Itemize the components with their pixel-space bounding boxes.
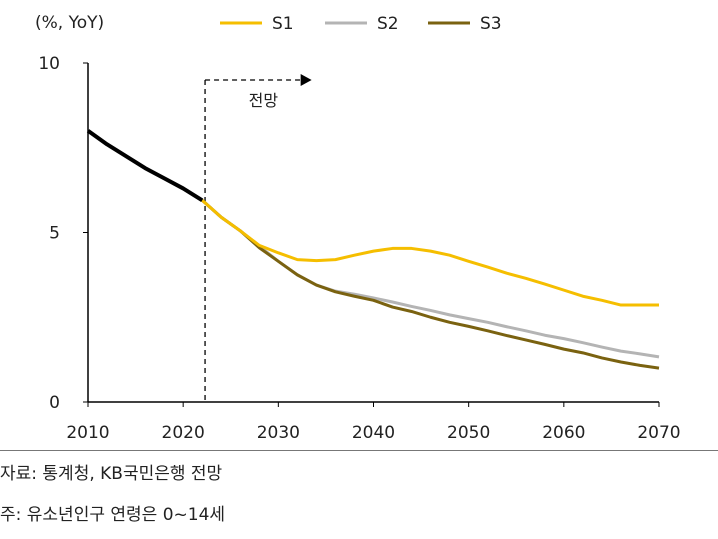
x-tick-label: 2070 <box>637 423 680 443</box>
series-line-s3 <box>201 199 660 370</box>
y-tick-label: 5 <box>49 224 60 244</box>
footnote: 주: 유소년인구 연령은 0~14세 <box>0 505 226 525</box>
x-tick-label: 2060 <box>542 423 585 443</box>
x-tick-label: 2030 <box>257 423 300 443</box>
x-tick-label: 2040 <box>352 423 395 443</box>
historical-line <box>86 129 204 202</box>
x-tick-label: 2010 <box>66 423 109 443</box>
forecast-arrow-head <box>300 74 312 86</box>
y-axis-label: (%, YoY) <box>35 13 104 33</box>
y-tick-label: 10 <box>38 54 60 74</box>
legend-label-s1: S1 <box>272 14 294 34</box>
forecast-label: 전망 <box>249 91 279 110</box>
x-tick-label: 2050 <box>447 423 490 443</box>
legend-label-s2: S2 <box>377 14 399 34</box>
separator-line <box>0 450 718 451</box>
source-note: 자료: 통계청, KB국민은행 전망 <box>0 464 223 484</box>
x-tick-label: 2020 <box>162 423 205 443</box>
legend-label-s3: S3 <box>480 14 502 34</box>
line-chart: 0 5 10 2010 2020 2030 2040 2050 2060 2070 (%, YoY)… <box>35 13 681 443</box>
series-line-s1 <box>201 199 659 307</box>
y-tick-label: 0 <box>49 393 60 413</box>
series-line-s2 <box>201 199 660 359</box>
